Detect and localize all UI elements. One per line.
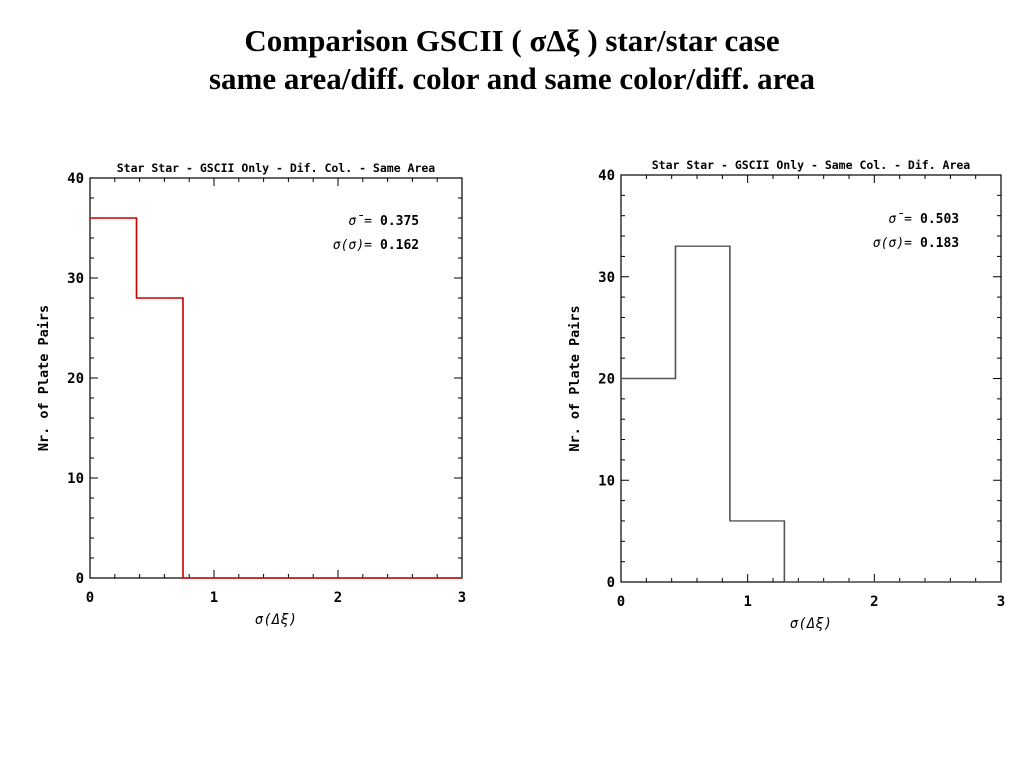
histogram-steps <box>90 217 462 579</box>
y-axis-label: Nr. of Plate Pairs <box>567 305 583 451</box>
stat-label: σ̄= <box>889 212 913 227</box>
slide-title-line1: Comparison GSCII ( σΔξ ) star/star case <box>244 23 780 58</box>
y-tick-label: 40 <box>67 171 84 187</box>
y-tick-label: 20 <box>67 371 84 387</box>
x-tick-label: 0 <box>86 590 94 606</box>
stat-label: σ̄= <box>349 214 373 229</box>
x-tick-label: 2 <box>870 594 878 610</box>
y-tick-label: 30 <box>598 270 615 286</box>
x-tick-label: 0 <box>617 594 625 610</box>
y-tick-label: 10 <box>598 473 615 489</box>
y-tick-label: 0 <box>76 571 84 587</box>
stat-value: 0.503 <box>920 212 959 227</box>
y-tick-label: 40 <box>598 168 615 184</box>
y-tick-label: 30 <box>67 271 84 287</box>
x-tick-label: 3 <box>458 590 466 606</box>
slide-title: Comparison GSCII ( σΔξ ) star/star case … <box>0 22 1024 98</box>
slide-title-line2: same area/diff. color and same color/dif… <box>208 61 816 96</box>
stat-value: 0.183 <box>920 236 959 251</box>
y-tick-label: 20 <box>598 372 615 388</box>
x-tick-label: 1 <box>210 590 218 606</box>
stat-value: 0.162 <box>380 238 419 253</box>
stat-value: 0.375 <box>380 214 419 229</box>
histogram-steps <box>621 245 1001 583</box>
y-tick-label: 0 <box>607 575 615 591</box>
x-tick-label: 2 <box>334 590 342 606</box>
x-axis-label: σ(Δξ) <box>255 612 297 628</box>
x-axis-label: σ(Δξ) <box>790 616 832 632</box>
x-tick-label: 3 <box>997 594 1005 610</box>
chart-title: Star Star - GSCII Only - Same Col. - Dif… <box>652 158 971 172</box>
y-axis-label: Nr. of Plate Pairs <box>36 305 52 451</box>
stat-label: σ(σ)= <box>333 238 372 253</box>
y-tick-label: 10 <box>67 471 84 487</box>
chart-title: Star Star - GSCII Only - Dif. Col. - Sam… <box>117 161 436 175</box>
x-tick-label: 1 <box>743 594 751 610</box>
stat-label: σ(σ)= <box>873 236 912 251</box>
